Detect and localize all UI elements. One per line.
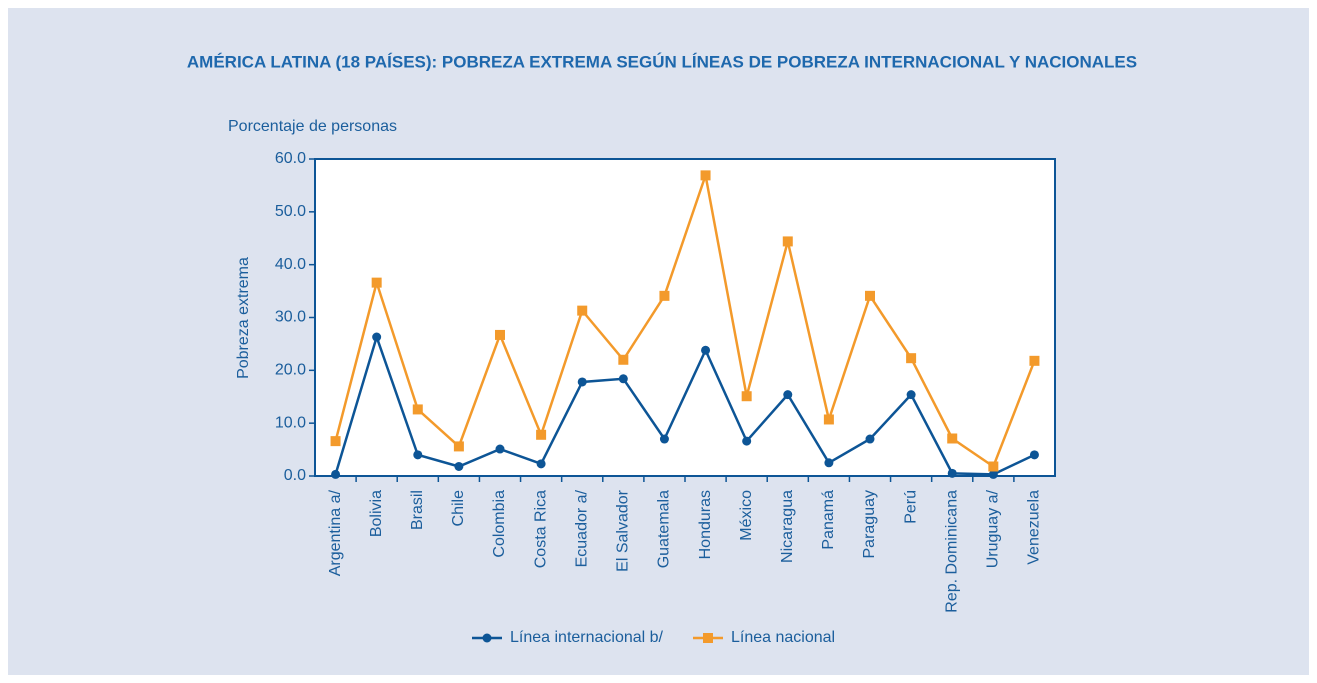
marker — [988, 461, 999, 472]
marker — [330, 436, 341, 447]
y-tick-label: 10.0 — [275, 414, 306, 431]
marker — [947, 468, 957, 478]
marker — [577, 305, 588, 316]
x-tick-label: Argentina a/ — [327, 489, 344, 576]
marker — [783, 390, 793, 400]
marker — [495, 329, 505, 340]
y-tick-label: 20.0 — [275, 362, 306, 379]
x-tick-label: El Salvador — [615, 489, 632, 571]
marker — [495, 444, 505, 454]
marker — [742, 436, 752, 446]
marker — [823, 414, 834, 425]
marker — [906, 390, 916, 400]
y-tick-label: 30.0 — [275, 309, 306, 326]
x-tick-label: Bolivia — [368, 490, 385, 537]
y-tick-label: 0.0 — [284, 467, 306, 484]
x-tick-label: Ecuador a/ — [573, 489, 590, 567]
y-tick-label: 50.0 — [275, 203, 306, 220]
marker — [331, 469, 341, 479]
marker — [659, 290, 670, 301]
x-tick-label: Rep. Dominicana — [943, 490, 960, 613]
marker — [453, 441, 464, 452]
marker — [372, 332, 382, 342]
x-tick-label: Uruguay a/ — [985, 489, 1002, 568]
marker — [741, 391, 752, 402]
x-tick-label: Honduras — [697, 490, 714, 559]
marker — [618, 354, 629, 365]
y-tick-label: 40.0 — [275, 256, 306, 273]
x-tick-label: Paraguay — [861, 490, 878, 559]
marker — [371, 277, 382, 288]
x-tick-label: Colombia — [491, 490, 508, 558]
series-line — [334, 170, 1036, 469]
marker — [1029, 450, 1039, 460]
marker — [536, 429, 547, 440]
subtitle: Porcentaje de personas — [228, 118, 397, 135]
marker — [701, 345, 711, 355]
marker — [659, 434, 669, 444]
x-tick-label: Brasil — [409, 490, 426, 530]
marker — [412, 404, 423, 415]
marker — [906, 353, 917, 364]
series-line — [334, 332, 1035, 476]
marker — [454, 461, 464, 471]
plot-area — [314, 158, 1056, 477]
marker — [947, 433, 958, 444]
marker — [482, 633, 492, 643]
x-tick-label: Perú — [902, 490, 919, 524]
x-tick-label: México — [738, 490, 755, 541]
marker — [824, 458, 834, 468]
x-tick-label: Nicaragua — [779, 490, 796, 563]
marker — [782, 236, 793, 247]
y-tick-label: 60.0 — [275, 150, 306, 167]
marker — [703, 633, 713, 643]
marker — [700, 170, 711, 181]
x-tick-label: Chile — [450, 490, 467, 527]
marker — [865, 434, 875, 444]
marker — [536, 459, 546, 469]
x-tick-label: Panamá — [820, 490, 837, 550]
marker — [988, 469, 998, 479]
legend-label: Línea internacional b/ — [510, 629, 664, 646]
x-tick-label: Guatemala — [656, 490, 673, 568]
marker — [1029, 355, 1040, 366]
chart-title: AMÉRICA LATINA (18 PAÍSES): POBREZA EXTR… — [187, 52, 1137, 71]
marker — [865, 290, 875, 301]
y-axis-label: Pobreza extrema — [235, 257, 252, 379]
x-tick-label: Costa Rica — [532, 490, 549, 568]
x-tick-label: Venezuela — [1026, 490, 1043, 565]
legend-label: Línea nacional — [731, 629, 835, 646]
marker — [413, 450, 423, 460]
marker — [577, 377, 587, 387]
marker — [618, 374, 628, 384]
